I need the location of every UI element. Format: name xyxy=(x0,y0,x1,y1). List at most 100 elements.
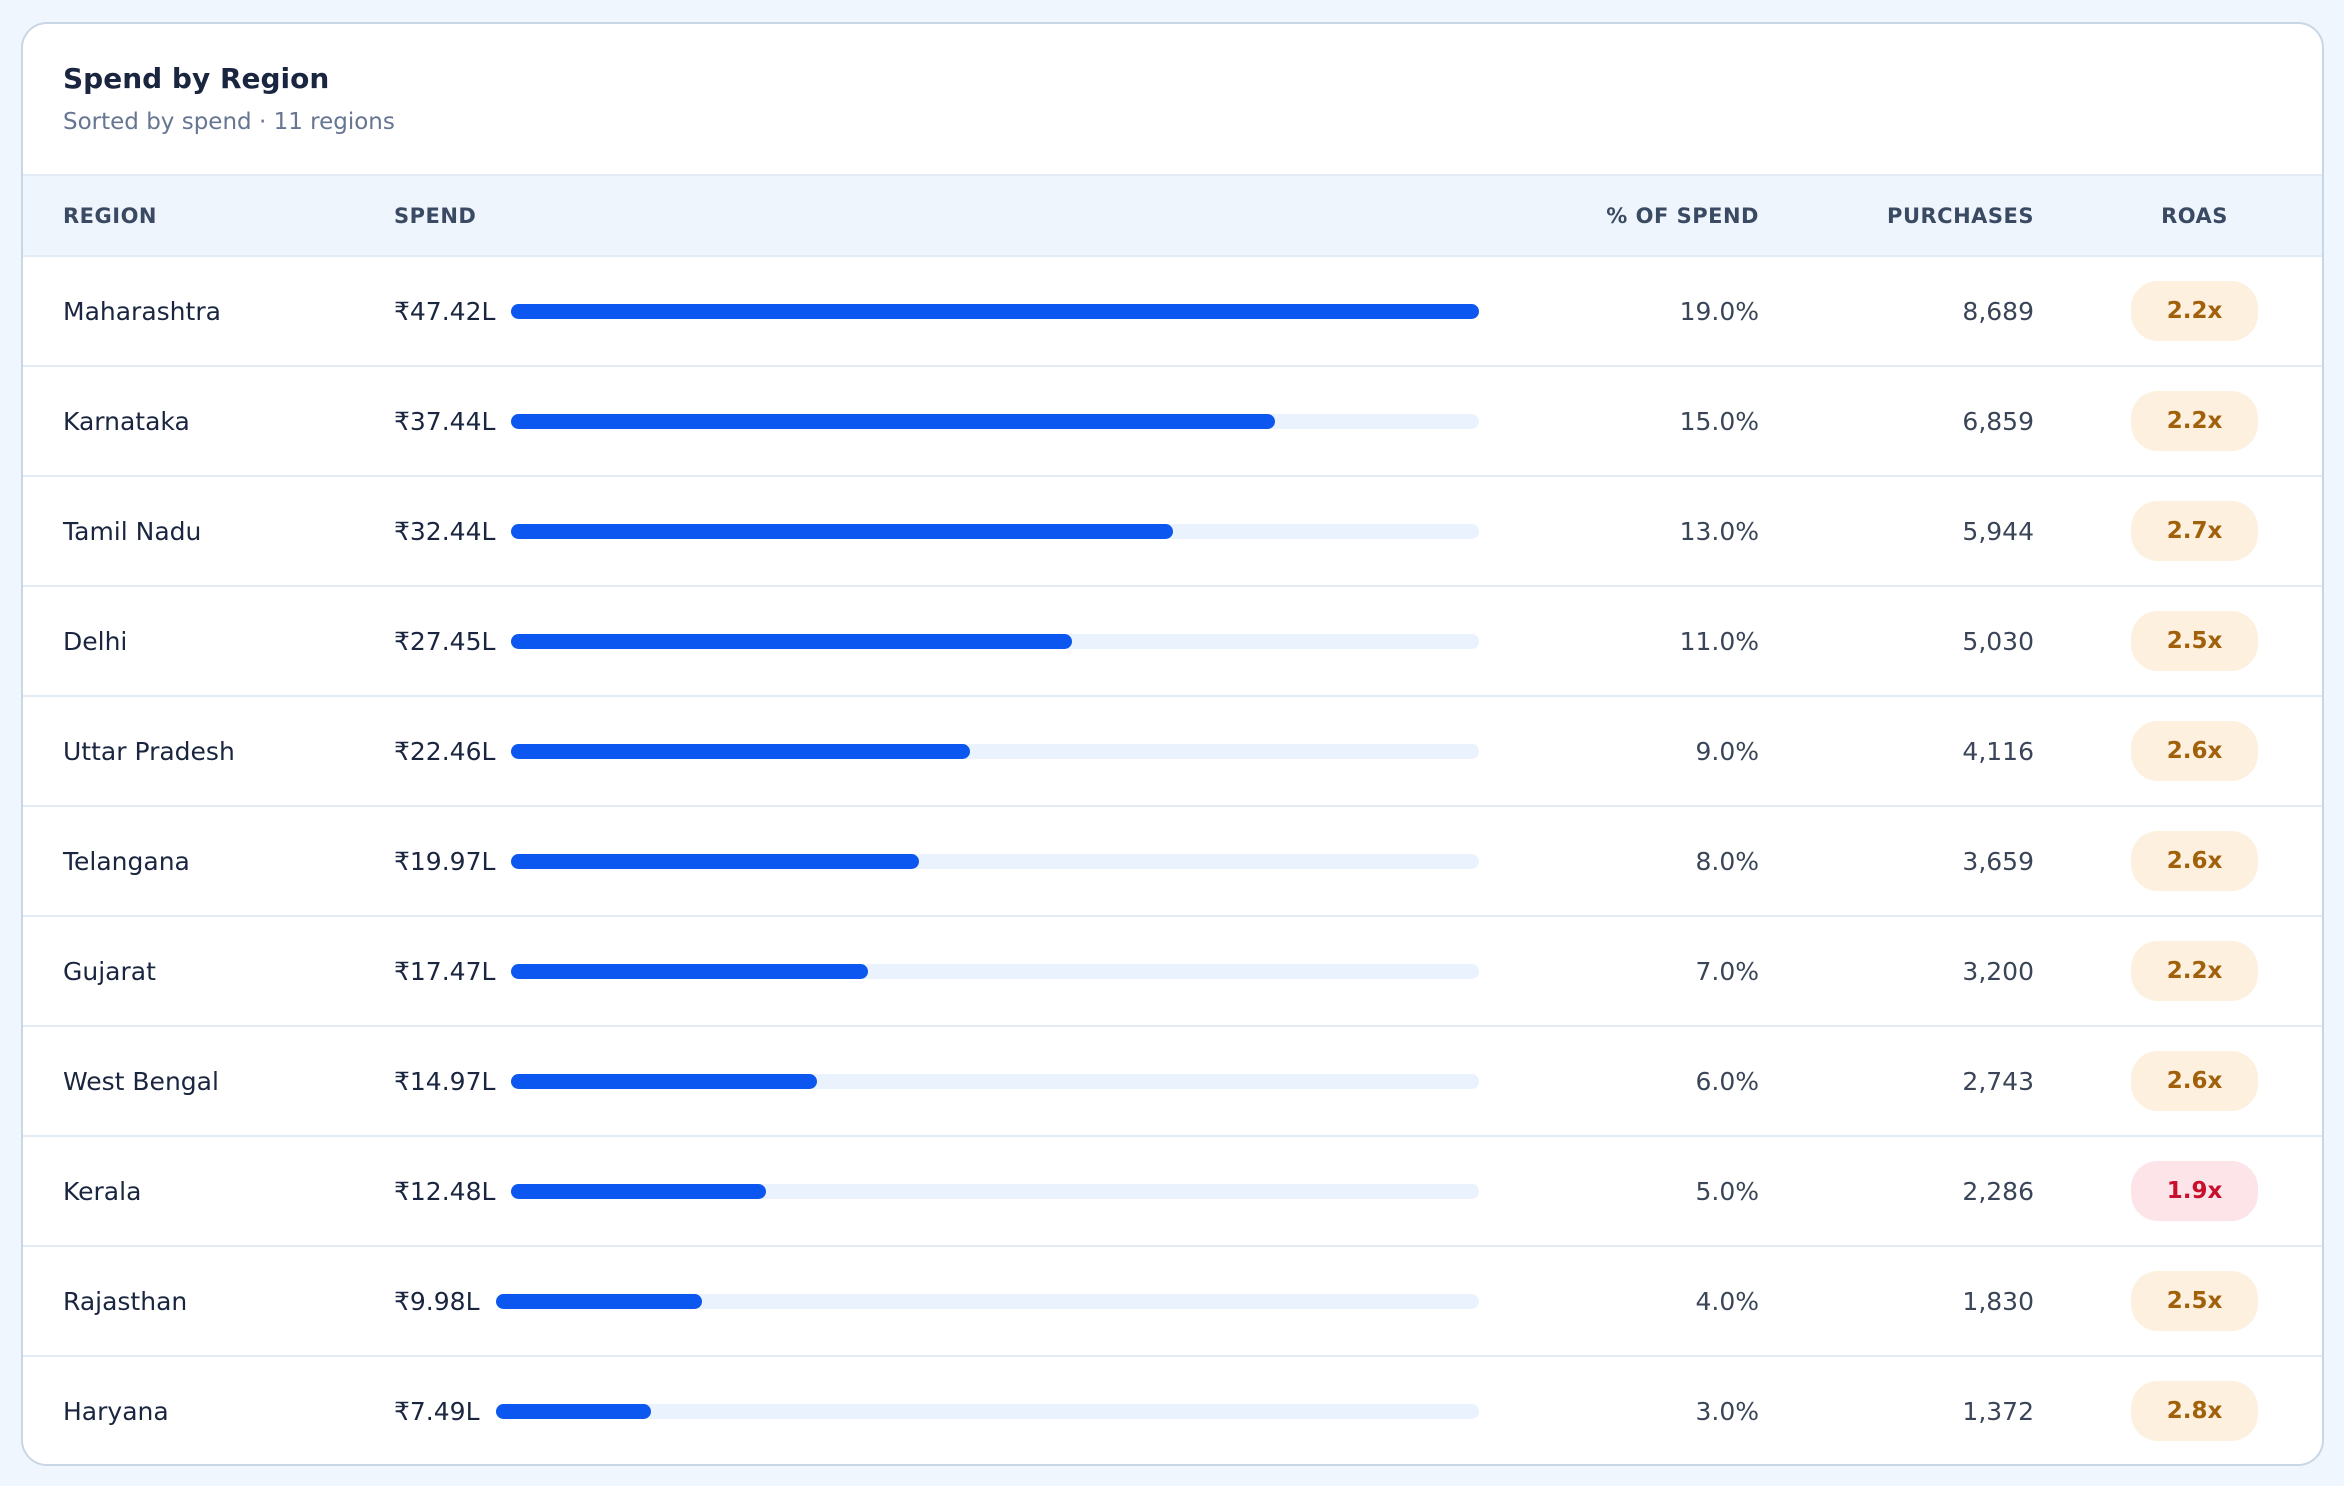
roas-badge: 2.5x xyxy=(2131,611,2258,671)
purchases-cell: 5,944 xyxy=(1962,516,2034,546)
spend-cell: ₹27.45L xyxy=(394,627,1479,656)
roas-cell: 2.7x xyxy=(2034,501,2322,561)
column-header: ROAS xyxy=(2161,203,2228,228)
bar-track xyxy=(511,303,1479,319)
table-header: REGION SPEND % OF SPEND PURCHASES ROAS xyxy=(23,174,2322,255)
roas-badge: 2.6x xyxy=(2131,721,2258,781)
spend-bar xyxy=(511,853,919,869)
table-row: Telangana ₹19.97L 8.0% 3,659 2.6x xyxy=(23,805,2322,915)
purchases-cell: 4,116 xyxy=(1962,736,2034,766)
purchases-cell: 3,200 xyxy=(1962,956,2034,986)
roas-badge: 2.2x xyxy=(2131,941,2258,1001)
spend-label: ₹12.48L xyxy=(394,1176,496,1206)
roas-badge: 2.6x xyxy=(2131,1051,2258,1111)
share-cell: 19.0% xyxy=(1679,296,1759,326)
roas-cell: 2.2x xyxy=(2034,391,2322,451)
bar-track xyxy=(511,633,1479,649)
purchases-cell: 3,659 xyxy=(1962,846,2034,876)
spend-label: ₹19.97L xyxy=(394,846,496,876)
table-row: Rajasthan ₹9.98L 4.0% 1,830 2.5x xyxy=(23,1245,2322,1355)
purchases-cell: 2,286 xyxy=(1962,1176,2034,1206)
table-row: Maharashtra ₹47.42L 19.0% 8,689 2.2x xyxy=(23,255,2322,365)
column-header: SPEND xyxy=(394,203,477,228)
spend-bar xyxy=(511,523,1174,539)
bar-track xyxy=(511,853,1479,869)
roas-badge: 2.8x xyxy=(2131,1381,2258,1441)
share-cell: 3.0% xyxy=(1695,1396,1759,1426)
region-cell: Kerala xyxy=(63,1176,142,1206)
region-cell: Delhi xyxy=(63,626,128,656)
roas-badge: 2.6x xyxy=(2131,831,2258,891)
roas-badge: 1.9x xyxy=(2131,1161,2258,1221)
spend-bar xyxy=(511,633,1072,649)
share-cell: 8.0% xyxy=(1695,846,1759,876)
table-row: Haryana ₹7.49L 3.0% 1,372 2.8x xyxy=(23,1355,2322,1464)
region-cell: Gujarat xyxy=(63,956,156,986)
share-cell: 15.0% xyxy=(1679,406,1759,436)
purchases-cell: 2,743 xyxy=(1962,1066,2034,1096)
spend-cell: ₹32.44L xyxy=(394,517,1479,546)
spend-label: ₹37.44L xyxy=(394,406,496,436)
spend-label: ₹27.45L xyxy=(394,626,496,656)
table-row: Kerala ₹12.48L 5.0% 2,286 1.9x xyxy=(23,1135,2322,1245)
spend-label: ₹17.47L xyxy=(394,956,496,986)
spend-bar xyxy=(511,1073,817,1089)
spend-bar xyxy=(511,963,868,979)
spend-cell: ₹7.49L xyxy=(394,1397,1479,1426)
roas-badge: 2.2x xyxy=(2131,281,2258,341)
purchases-cell: 8,689 xyxy=(1962,296,2034,326)
spend-cell: ₹12.48L xyxy=(394,1177,1479,1206)
share-cell: 7.0% xyxy=(1695,956,1759,986)
spend-bar xyxy=(511,1183,767,1199)
bar-track xyxy=(495,1403,1479,1419)
region-cell: Rajasthan xyxy=(63,1286,188,1316)
spend-bar xyxy=(511,743,970,759)
share-cell: 4.0% xyxy=(1695,1286,1759,1316)
region-cell: West Bengal xyxy=(63,1066,219,1096)
roas-cell: 1.9x xyxy=(2034,1161,2322,1221)
spend-bar xyxy=(495,1403,651,1419)
table-row: Karnataka ₹37.44L 15.0% 6,859 2.2x xyxy=(23,365,2322,475)
spend-label: ₹7.49L xyxy=(394,1396,480,1426)
roas-cell: 2.5x xyxy=(2034,611,2322,671)
spend-bar xyxy=(495,1293,703,1309)
region-cell: Uttar Pradesh xyxy=(63,736,235,766)
spend-label: ₹47.42L xyxy=(394,296,496,326)
table-row: West Bengal ₹14.97L 6.0% 2,743 2.6x xyxy=(23,1025,2322,1135)
spend-label: ₹9.98L xyxy=(394,1286,480,1316)
column-header: % OF SPEND xyxy=(1606,203,1759,228)
bar-track xyxy=(511,413,1479,429)
spend-cell: ₹22.46L xyxy=(394,737,1479,766)
card: Spend by Region Sorted by spend · 11 reg… xyxy=(21,22,2324,1466)
bar-track xyxy=(511,743,1479,759)
roas-cell: 2.8x xyxy=(2034,1381,2322,1441)
table-row: Delhi ₹27.45L 11.0% 5,030 2.5x xyxy=(23,585,2322,695)
roas-cell: 2.6x xyxy=(2034,831,2322,891)
spend-cell: ₹47.42L xyxy=(394,297,1479,326)
bar-track xyxy=(511,963,1479,979)
purchases-cell: 5,030 xyxy=(1962,626,2034,656)
region-cell: Karnataka xyxy=(63,406,190,436)
column-header: REGION xyxy=(63,203,157,228)
spend-bar xyxy=(511,413,1276,429)
share-cell: 5.0% xyxy=(1695,1176,1759,1206)
title: Spend by Region xyxy=(63,62,330,95)
subtitle: Sorted by spend · 11 regions xyxy=(63,109,395,135)
spend-bar xyxy=(511,303,1479,319)
table-row: Gujarat ₹17.47L 7.0% 3,200 2.2x xyxy=(23,915,2322,1025)
region-cell: Maharashtra xyxy=(63,296,221,326)
purchases-cell: 1,830 xyxy=(1962,1286,2034,1316)
bar-track xyxy=(495,1293,1479,1309)
purchases-cell: 6,859 xyxy=(1962,406,2034,436)
bar-track xyxy=(511,523,1479,539)
roas-badge: 2.5x xyxy=(2131,1271,2258,1331)
bar-track xyxy=(511,1073,1479,1089)
spend-cell: ₹37.44L xyxy=(394,407,1479,436)
share-cell: 6.0% xyxy=(1695,1066,1759,1096)
table-row: Tamil Nadu ₹32.44L 13.0% 5,944 2.7x xyxy=(23,475,2322,585)
roas-cell: 2.2x xyxy=(2034,281,2322,341)
card-header: Spend by Region Sorted by spend · 11 reg… xyxy=(23,24,2322,174)
bar-track xyxy=(511,1183,1479,1199)
column-header-cell: ROAS xyxy=(2034,203,2322,228)
